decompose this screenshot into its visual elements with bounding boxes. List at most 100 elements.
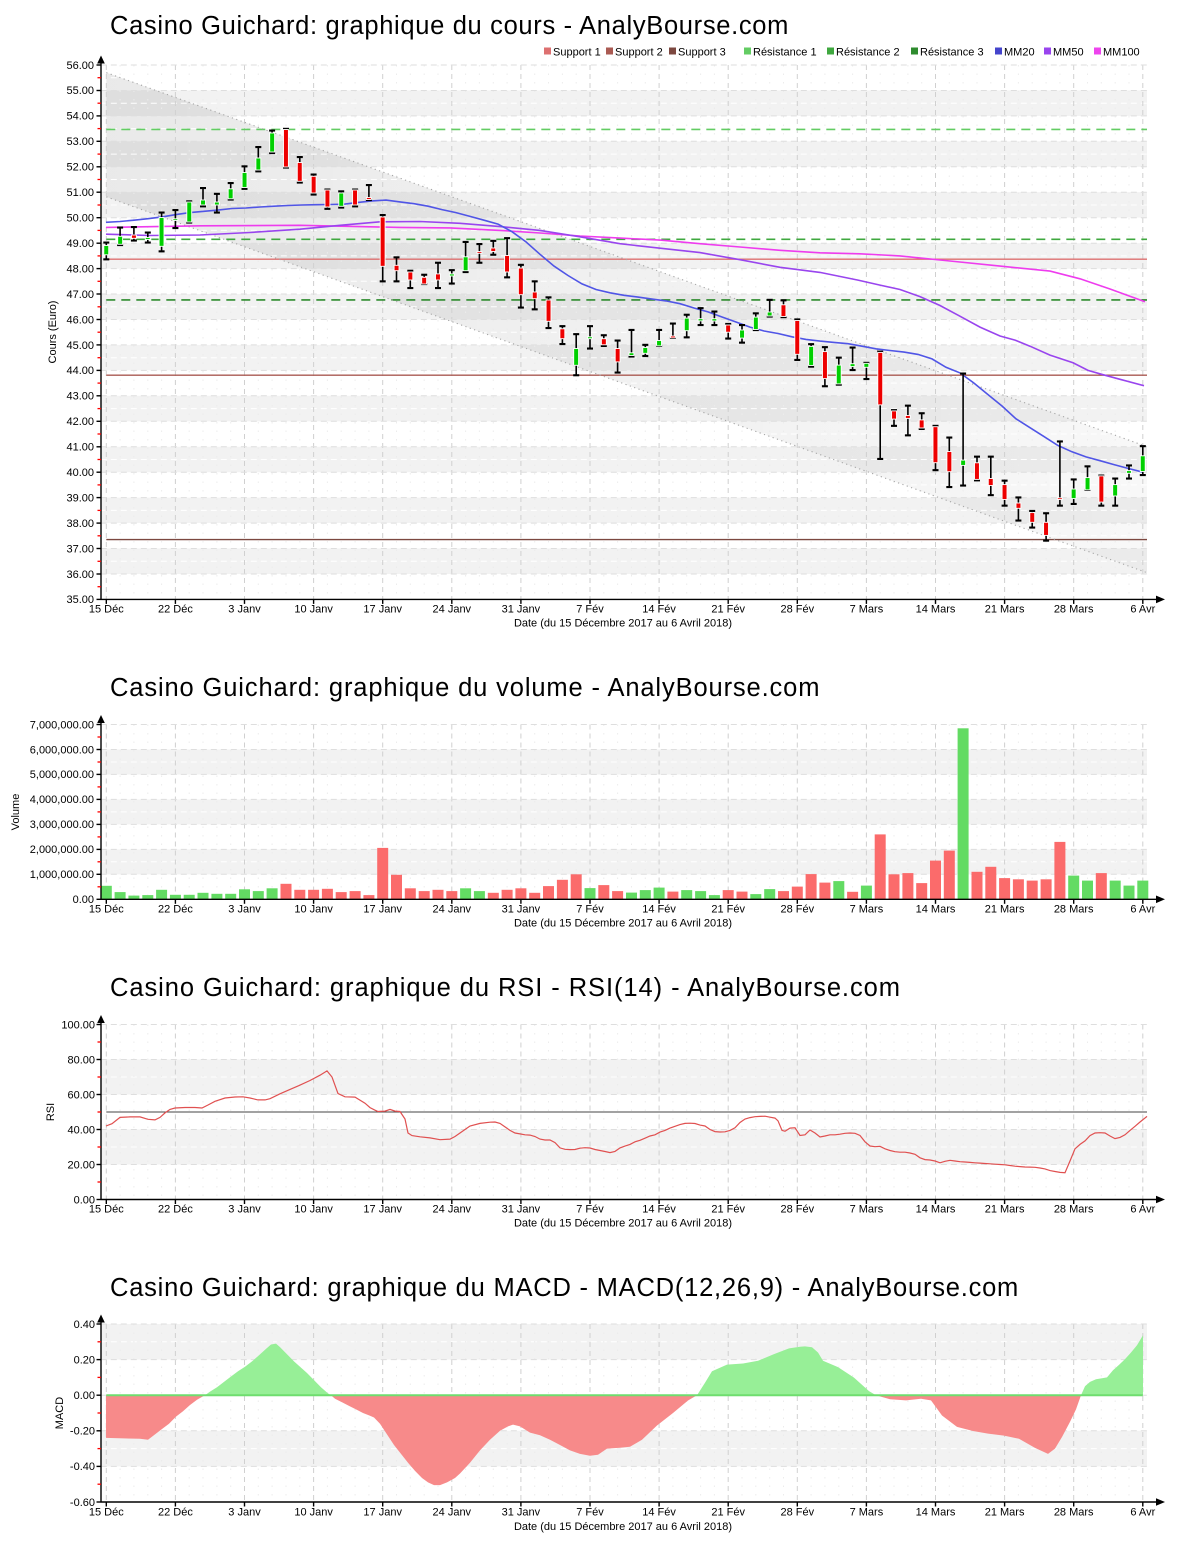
svg-text:21 Mars: 21 Mars	[985, 604, 1025, 616]
svg-text:14 Mars: 14 Mars	[916, 604, 956, 616]
svg-text:7 Fév: 7 Fév	[576, 1507, 604, 1519]
svg-text:22 Déc: 22 Déc	[158, 1507, 193, 1519]
svg-text:31 Janv: 31 Janv	[502, 1507, 541, 1519]
svg-text:51.00: 51.00	[66, 187, 94, 199]
svg-text:2,000,000.00: 2,000,000.00	[30, 844, 94, 856]
svg-text:48.00: 48.00	[66, 263, 94, 275]
svg-text:24 Janv: 24 Janv	[433, 1204, 472, 1216]
svg-text:21 Mars: 21 Mars	[985, 904, 1025, 916]
svg-text:Date (du 15 Décembre 2017 au 6: Date (du 15 Décembre 2017 au 6 Avril 201…	[514, 1218, 732, 1230]
svg-text:MACD: MACD	[54, 1397, 66, 1429]
svg-text:6 Avr: 6 Avr	[1130, 904, 1155, 916]
svg-text:0.00: 0.00	[74, 1194, 95, 1206]
svg-text:20.00: 20.00	[67, 1159, 95, 1171]
svg-text:44.00: 44.00	[66, 365, 94, 377]
svg-text:21 Fév: 21 Fév	[711, 1204, 745, 1216]
svg-text:Date (du 15 Décembre 2017 au 6: Date (du 15 Décembre 2017 au 6 Avril 201…	[514, 1521, 732, 1533]
svg-text:Casino Guichard: graphique du: Casino Guichard: graphique du MACD - MAC…	[110, 1274, 1019, 1302]
svg-text:7 Fév: 7 Fév	[576, 904, 604, 916]
svg-text:21 Mars: 21 Mars	[985, 1204, 1025, 1216]
svg-text:7 Mars: 7 Mars	[850, 1507, 884, 1519]
svg-text:3 Janv: 3 Janv	[228, 604, 261, 616]
svg-text:Résistance 2: Résistance 2	[836, 47, 900, 59]
svg-text:15 Déc: 15 Déc	[89, 1204, 124, 1216]
svg-text:21 Fév: 21 Fév	[711, 604, 745, 616]
svg-text:15 Déc: 15 Déc	[89, 904, 124, 916]
svg-text:MM100: MM100	[1103, 47, 1140, 59]
svg-text:7 Mars: 7 Mars	[850, 1204, 884, 1216]
svg-text:-0.20: -0.20	[70, 1426, 95, 1438]
svg-text:3 Janv: 3 Janv	[228, 1204, 261, 1216]
svg-text:Résistance 3: Résistance 3	[920, 47, 984, 59]
svg-text:17 Janv: 17 Janv	[363, 604, 402, 616]
svg-text:31 Janv: 31 Janv	[502, 604, 541, 616]
svg-text:40.00: 40.00	[67, 1124, 95, 1136]
svg-text:50.00: 50.00	[66, 213, 94, 225]
svg-text:45.00: 45.00	[66, 340, 94, 352]
svg-text:47.00: 47.00	[66, 289, 94, 301]
svg-text:22 Déc: 22 Déc	[158, 904, 193, 916]
svg-text:28 Fév: 28 Fév	[780, 904, 814, 916]
svg-text:24 Janv: 24 Janv	[433, 604, 472, 616]
svg-text:0.40: 0.40	[74, 1319, 95, 1331]
svg-text:35.00: 35.00	[66, 594, 94, 606]
svg-text:7 Mars: 7 Mars	[850, 604, 884, 616]
svg-text:Casino Guichard: graphique du: Casino Guichard: graphique du volume - A…	[110, 674, 820, 702]
svg-text:10 Janv: 10 Janv	[294, 1204, 333, 1216]
svg-text:1,000,000.00: 1,000,000.00	[30, 869, 94, 881]
svg-text:Support 1: Support 1	[553, 47, 601, 59]
svg-text:15 Déc: 15 Déc	[89, 1507, 124, 1519]
svg-text:Support 3: Support 3	[678, 47, 726, 59]
svg-text:4,000,000.00: 4,000,000.00	[30, 794, 94, 806]
svg-text:14 Fév: 14 Fév	[642, 604, 676, 616]
svg-text:15 Déc: 15 Déc	[89, 604, 124, 616]
svg-text:31 Janv: 31 Janv	[502, 904, 541, 916]
svg-text:28 Fév: 28 Fév	[780, 1507, 814, 1519]
svg-text:-0.60: -0.60	[70, 1497, 95, 1509]
svg-text:MM20: MM20	[1004, 47, 1035, 59]
svg-text:28 Mars: 28 Mars	[1054, 1204, 1094, 1216]
svg-text:17 Janv: 17 Janv	[363, 1204, 402, 1216]
svg-text:52.00: 52.00	[66, 162, 94, 174]
svg-text:28 Fév: 28 Fév	[780, 1204, 814, 1216]
svg-text:14 Fév: 14 Fév	[642, 1204, 676, 1216]
svg-text:Date (du 15 Décembre 2017 au 6: Date (du 15 Décembre 2017 au 6 Avril 201…	[514, 618, 732, 630]
svg-text:100.00: 100.00	[61, 1019, 95, 1031]
svg-text:0.20: 0.20	[74, 1354, 95, 1366]
svg-text:10 Janv: 10 Janv	[294, 1507, 333, 1519]
svg-text:28 Mars: 28 Mars	[1054, 1507, 1094, 1519]
svg-text:46.00: 46.00	[66, 314, 94, 326]
svg-text:38.00: 38.00	[66, 518, 94, 530]
svg-text:10 Janv: 10 Janv	[294, 904, 333, 916]
svg-text:40.00: 40.00	[66, 467, 94, 479]
svg-text:60.00: 60.00	[67, 1089, 95, 1101]
svg-text:28 Mars: 28 Mars	[1054, 904, 1094, 916]
svg-text:7,000,000.00: 7,000,000.00	[30, 719, 94, 731]
svg-text:7 Fév: 7 Fév	[576, 604, 604, 616]
svg-text:RSI: RSI	[45, 1103, 57, 1121]
svg-text:7 Mars: 7 Mars	[850, 904, 884, 916]
svg-text:3 Janv: 3 Janv	[228, 904, 261, 916]
svg-text:Support 2: Support 2	[615, 47, 663, 59]
svg-text:14 Fév: 14 Fév	[642, 1507, 676, 1519]
svg-text:Cours (Euro): Cours (Euro)	[47, 301, 59, 364]
svg-text:6 Avr: 6 Avr	[1130, 1204, 1155, 1216]
svg-text:Date (du 15 Décembre 2017 au 6: Date (du 15 Décembre 2017 au 6 Avril 201…	[514, 918, 732, 930]
svg-text:22 Déc: 22 Déc	[158, 1204, 193, 1216]
svg-text:22 Déc: 22 Déc	[158, 604, 193, 616]
svg-text:Volume: Volume	[10, 794, 22, 831]
svg-text:28 Fév: 28 Fév	[780, 604, 814, 616]
svg-text:31 Janv: 31 Janv	[502, 1204, 541, 1216]
svg-text:3,000,000.00: 3,000,000.00	[30, 819, 94, 831]
svg-text:7 Fév: 7 Fév	[576, 1204, 604, 1216]
svg-text:28 Mars: 28 Mars	[1054, 604, 1094, 616]
svg-text:43.00: 43.00	[66, 391, 94, 403]
svg-text:39.00: 39.00	[66, 492, 94, 504]
svg-text:6,000,000.00: 6,000,000.00	[30, 744, 94, 756]
svg-text:-0.40: -0.40	[70, 1461, 95, 1473]
svg-text:21 Mars: 21 Mars	[985, 1507, 1025, 1519]
svg-text:17 Janv: 17 Janv	[363, 1507, 402, 1519]
svg-text:80.00: 80.00	[67, 1054, 95, 1066]
svg-text:36.00: 36.00	[66, 569, 94, 581]
svg-text:37.00: 37.00	[66, 543, 94, 555]
